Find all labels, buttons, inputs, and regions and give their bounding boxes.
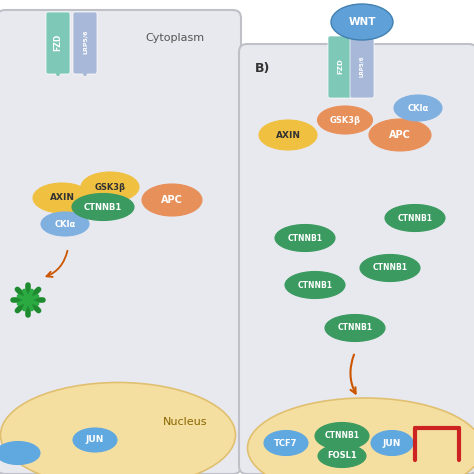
Text: CTNNB1: CTNNB1: [337, 323, 373, 332]
FancyBboxPatch shape: [239, 44, 474, 474]
Text: LRP5/6: LRP5/6: [82, 30, 88, 54]
FancyBboxPatch shape: [0, 10, 241, 474]
Ellipse shape: [325, 315, 385, 341]
Text: Nucleus: Nucleus: [163, 417, 207, 427]
Text: WNT: WNT: [348, 17, 376, 27]
Text: APC: APC: [389, 130, 411, 140]
Text: Cytoplasm: Cytoplasm: [146, 33, 205, 43]
Ellipse shape: [41, 212, 89, 236]
Text: AXIN: AXIN: [49, 193, 74, 202]
FancyBboxPatch shape: [46, 12, 70, 74]
Ellipse shape: [0, 441, 40, 465]
Text: FOSL1: FOSL1: [327, 452, 357, 461]
Text: FZD: FZD: [54, 33, 63, 51]
Text: CTNNB1: CTNNB1: [288, 234, 322, 243]
Ellipse shape: [385, 204, 445, 231]
Text: TCF7: TCF7: [274, 438, 298, 447]
Ellipse shape: [264, 430, 308, 456]
Ellipse shape: [394, 95, 442, 121]
Text: AXIN: AXIN: [275, 130, 301, 139]
Text: LRP5/6: LRP5/6: [359, 55, 365, 77]
Ellipse shape: [73, 428, 117, 452]
Text: JUN: JUN: [86, 436, 104, 445]
Ellipse shape: [72, 193, 134, 220]
Text: CTNNB1: CTNNB1: [298, 281, 332, 290]
Text: CKIα: CKIα: [55, 219, 76, 228]
Ellipse shape: [81, 172, 139, 202]
Text: APC: APC: [161, 195, 183, 205]
Text: CTNNB1: CTNNB1: [325, 431, 359, 440]
Ellipse shape: [315, 422, 369, 449]
Text: CTNNB1: CTNNB1: [373, 264, 408, 273]
FancyBboxPatch shape: [350, 36, 374, 98]
Ellipse shape: [318, 445, 366, 467]
Ellipse shape: [285, 272, 345, 299]
Ellipse shape: [259, 120, 317, 150]
Ellipse shape: [318, 106, 373, 134]
Ellipse shape: [275, 225, 335, 252]
Text: GSK3β: GSK3β: [94, 182, 126, 191]
Text: B): B): [255, 62, 270, 74]
FancyBboxPatch shape: [73, 12, 97, 74]
Ellipse shape: [247, 398, 474, 474]
Ellipse shape: [0, 383, 236, 474]
Ellipse shape: [369, 119, 431, 151]
Ellipse shape: [331, 4, 393, 40]
Text: JUN: JUN: [383, 438, 401, 447]
Text: GSK3β: GSK3β: [329, 116, 361, 125]
Ellipse shape: [33, 183, 91, 213]
Text: CKIα: CKIα: [407, 103, 428, 112]
Ellipse shape: [360, 255, 420, 282]
FancyBboxPatch shape: [328, 36, 352, 98]
Ellipse shape: [142, 184, 202, 216]
Ellipse shape: [371, 430, 413, 456]
Text: FZD: FZD: [337, 58, 343, 74]
Text: CTNNB1: CTNNB1: [398, 213, 432, 222]
Text: CTNNB1: CTNNB1: [84, 202, 122, 211]
